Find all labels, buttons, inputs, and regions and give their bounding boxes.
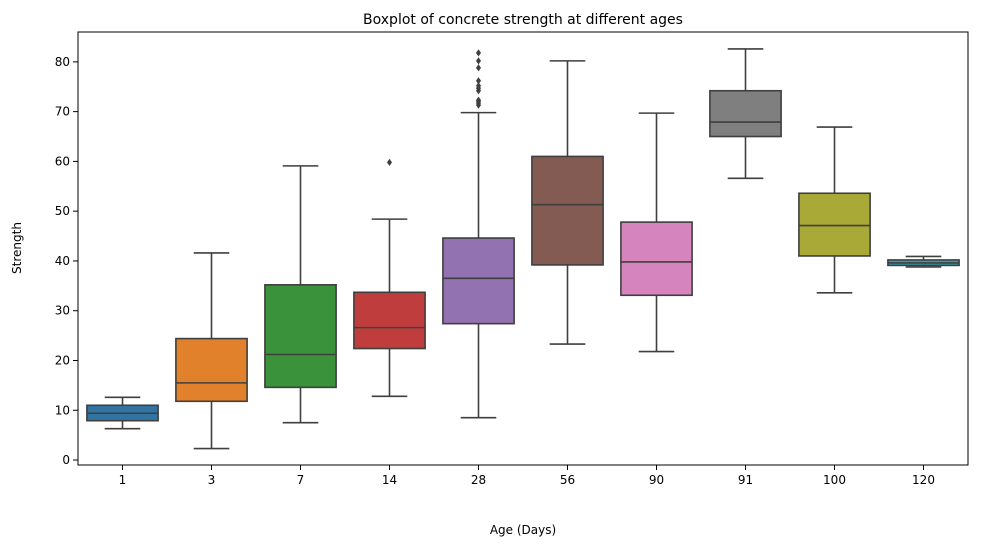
x-tick-label: 3 bbox=[208, 473, 216, 487]
y-tick-label: 20 bbox=[55, 353, 70, 367]
plot-frame bbox=[77, 31, 969, 466]
y-tick-label: 40 bbox=[55, 254, 70, 268]
y-tick-label: 10 bbox=[55, 403, 70, 417]
x-tick-label: 28 bbox=[471, 473, 486, 487]
y-tick-label: 30 bbox=[55, 304, 70, 318]
box-28 bbox=[442, 49, 515, 419]
outlier-point bbox=[475, 82, 482, 90]
x-tick-label: 100 bbox=[823, 473, 846, 487]
iqr-box bbox=[264, 284, 337, 389]
y-tick-label: 0 bbox=[62, 453, 70, 467]
outlier-point bbox=[475, 77, 482, 85]
iqr-box bbox=[798, 192, 871, 257]
box-3 bbox=[175, 252, 248, 450]
outlier-point bbox=[386, 158, 393, 166]
box-100 bbox=[798, 126, 871, 294]
plot-area bbox=[86, 48, 960, 450]
iqr-box bbox=[353, 291, 426, 350]
iqr-box bbox=[620, 221, 693, 297]
x-tick-label: 1 bbox=[119, 473, 127, 487]
iqr-box bbox=[442, 237, 515, 325]
outlier-point bbox=[475, 49, 482, 57]
x-axis-label: Age (Days) bbox=[490, 523, 556, 537]
iqr-box bbox=[175, 337, 248, 403]
y-tick-label: 50 bbox=[55, 204, 70, 218]
outlier-point bbox=[475, 64, 482, 72]
x-tick-label: 56 bbox=[560, 473, 575, 487]
x-tick-label: 90 bbox=[649, 473, 664, 487]
iqr-box bbox=[531, 155, 604, 266]
outlier-point bbox=[475, 57, 482, 65]
x-tick-label: 120 bbox=[912, 473, 935, 487]
y-tick-label: 60 bbox=[55, 154, 70, 168]
box-91 bbox=[709, 48, 782, 180]
chart-title: Boxplot of concrete strength at differen… bbox=[363, 12, 683, 28]
outlier-point bbox=[475, 96, 482, 104]
box-7 bbox=[264, 165, 337, 424]
x-axis: 1 3 7 14 28 56 90 91 100 120 bbox=[119, 465, 935, 487]
y-axis-label: Strength bbox=[10, 222, 24, 274]
y-tick-label: 80 bbox=[55, 55, 70, 69]
box-1 bbox=[86, 396, 159, 430]
x-tick-label: 7 bbox=[297, 473, 305, 487]
box-14 bbox=[353, 158, 426, 398]
box-120 bbox=[887, 255, 960, 268]
x-tick-label: 91 bbox=[738, 473, 753, 487]
box-90 bbox=[620, 112, 693, 353]
x-tick-label: 14 bbox=[382, 473, 397, 487]
box-56 bbox=[531, 60, 604, 345]
iqr-box bbox=[709, 89, 782, 138]
y-tick-label: 70 bbox=[55, 105, 70, 119]
y-axis: 0 10 20 30 40 50 60 70 80 bbox=[55, 55, 78, 467]
